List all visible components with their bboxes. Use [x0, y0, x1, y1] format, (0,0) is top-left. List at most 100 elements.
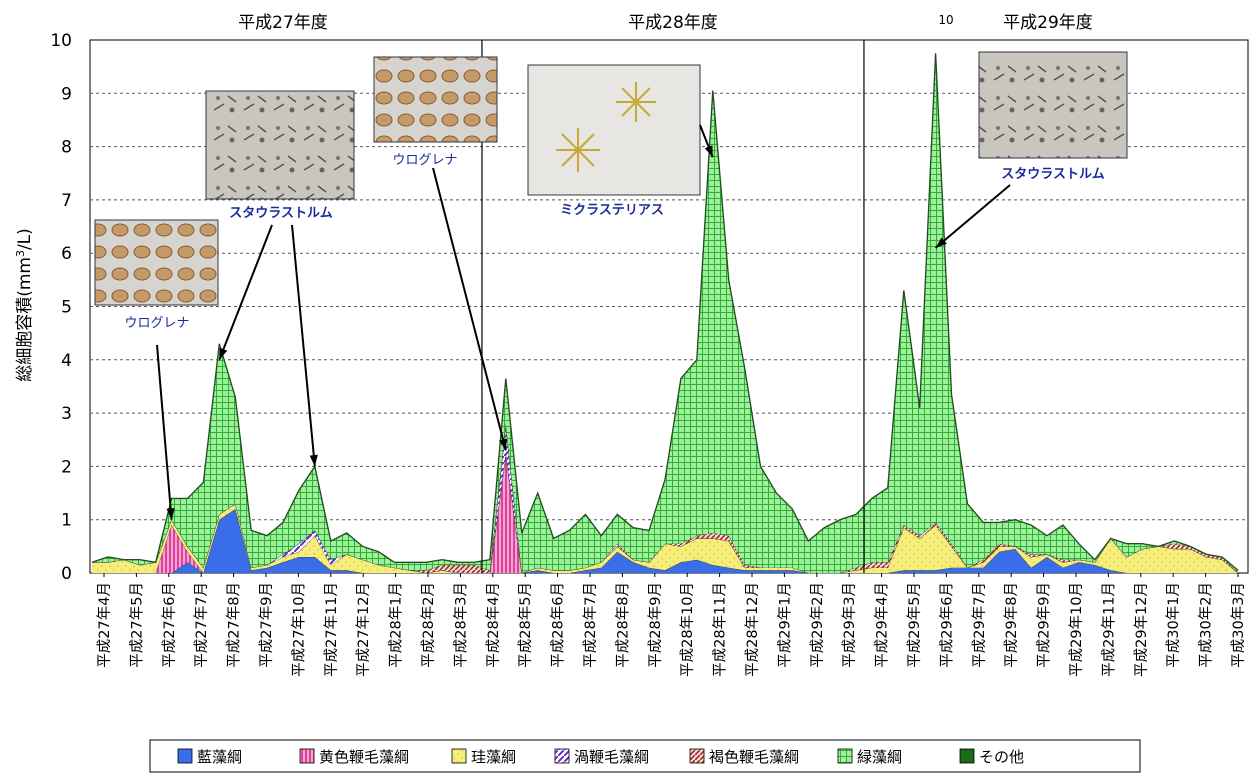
- y-axis-title-main: 総細胞容積(mm: [15, 257, 35, 382]
- micrograph-micrasterias: [527, 64, 701, 196]
- x-tick-label-5: 平成27年9月: [258, 582, 275, 668]
- x-tick-label-0: 平成27年4月: [96, 582, 113, 668]
- x-tick-label-15: 平成28年7月: [582, 582, 599, 668]
- legend-swatch-1: [299, 748, 315, 764]
- x-tick-label-30: 平成29年10月: [1068, 582, 1085, 677]
- annotation-label-urogrena-1: ウログレナ: [124, 316, 189, 331]
- annotation-labels: ウログレナ スタウラストルム ウログレナ ミクラステリアス スタウラストルム: [124, 153, 1104, 331]
- micrograph-staurastrum-1: [205, 90, 355, 200]
- annotation-arrowhead-5: [935, 237, 947, 248]
- stacked-areas: [91, 53, 1239, 574]
- annotation-label-staurastrum-1: スタウラストルム: [229, 206, 332, 221]
- annotation-label-micrasterias: ミクラステリアス: [560, 203, 664, 218]
- y-axis-title-sup: 3: [14, 250, 27, 257]
- y-tick-label-9: 9: [61, 84, 72, 104]
- x-tick-label-1: 平成27年5月: [128, 582, 145, 668]
- annotation-arrow-5: [934, 184, 1011, 249]
- x-tick-label-12: 平成28年4月: [485, 582, 502, 668]
- x-tick-label-33: 平成30年1月: [1165, 582, 1182, 668]
- legend-label-2: 珪藻綱: [471, 748, 516, 766]
- annotation-arrowhead-0: [166, 508, 175, 520]
- annotation-label-urogrena-2: ウログレナ: [392, 153, 457, 168]
- x-tick-label-32: 平成29年12月: [1133, 582, 1150, 677]
- annotation-arrows: [156, 124, 1011, 520]
- x-tick-label-34: 平成30年2月: [1198, 582, 1215, 668]
- legend-swatch-4: [689, 748, 705, 764]
- area-series-0: [92, 509, 1238, 573]
- annotation-arrow-3: [432, 167, 507, 451]
- fiscal-year-label-27: 平成27年度: [238, 13, 328, 33]
- annotation-arrowhead-1: [219, 347, 228, 360]
- legend-label-4: 褐色鞭毛藻綱: [709, 748, 799, 766]
- x-tick-label-11: 平成28年3月: [452, 582, 469, 668]
- x-tick-label-19: 平成28年11月: [712, 582, 729, 677]
- area-outline-series-6: [91, 53, 1239, 571]
- annotation-label-staurastrum-2: スタウラストルム: [1001, 167, 1104, 182]
- x-tick-label-31: 平成29年11月: [1100, 582, 1117, 677]
- x-tick-label-25: 平成29年5月: [906, 582, 923, 668]
- area-series-2: [92, 453, 1238, 573]
- peak-value-label: 10: [938, 13, 953, 27]
- y-tick-label-4: 4: [61, 351, 72, 371]
- x-tick-label-29: 平成29年9月: [1036, 582, 1053, 668]
- y-tick-label-6: 6: [61, 244, 72, 264]
- fiscal-year-labels: 平成27年度 平成28年度 平成29年度 10: [238, 13, 1093, 33]
- legend-swatch-2: [451, 748, 467, 764]
- x-tick-label-2: 平成27年6月: [161, 582, 178, 668]
- legend-box: [149, 739, 1141, 773]
- micrograph-staurastrum-2: [978, 51, 1128, 159]
- x-tick-label-27: 平成29年7月: [971, 582, 988, 668]
- micrasterias-cell-a: [556, 128, 600, 172]
- y-tick-label-5: 5: [61, 298, 72, 318]
- y-tick-label-7: 7: [61, 191, 72, 211]
- x-tick-label-24: 平成29年4月: [874, 582, 891, 668]
- annotation-arrowhead-4: [704, 145, 713, 158]
- x-tick-label-10: 平成28年2月: [420, 582, 437, 668]
- x-tick-label-16: 平成28年8月: [614, 582, 631, 668]
- annotation-arrow-2: [291, 224, 316, 467]
- micrograph-insets: [94, 51, 1128, 306]
- fiscal-year-label-28: 平成28年度: [628, 13, 718, 33]
- y-tick-label-0: 0: [61, 564, 72, 584]
- x-tick-label-6: 平成27年10月: [290, 582, 307, 677]
- y-tick-label-1: 1: [61, 511, 72, 531]
- x-tick-label-22: 平成29年2月: [809, 582, 826, 668]
- annotation-arrow-1: [218, 224, 273, 361]
- x-tick-label-20: 平成28年12月: [744, 582, 761, 677]
- micrograph-urogrena-2: [373, 56, 498, 143]
- y-axis: 0 1 2 3 4 5 6 7 8 9 10: [50, 31, 72, 584]
- x-axis: 平成27年4月 平成27年5月 平成27年6月 平成27年7月 平成27年8月 平成27年…: [96, 573, 1247, 677]
- annotation-arrowhead-3: [499, 438, 508, 451]
- x-tick-label-13: 平成28年5月: [517, 582, 534, 668]
- legend-label-1: 黄色鞭毛藻綱: [319, 748, 409, 766]
- x-tick-label-35: 平成30年3月: [1230, 582, 1247, 668]
- legend-label-5: 緑藻綱: [857, 748, 902, 766]
- x-tick-label-28: 平成29年8月: [1003, 582, 1020, 668]
- y-tick-label-10: 10: [50, 31, 72, 51]
- legend-label-6: その他: [979, 748, 1024, 766]
- x-tick-label-7: 平成27年11月: [323, 582, 340, 677]
- x-tick-label-26: 平成29年6月: [938, 582, 955, 668]
- area-series-5: [92, 53, 1238, 574]
- annotation-arrowhead-2: [309, 454, 318, 467]
- legend-label-0: 藍藻綱: [197, 748, 242, 766]
- micrograph-urogrena-1: [94, 219, 219, 306]
- y-tick-label-2: 2: [61, 457, 72, 477]
- y-axis-title: 総細胞容積(mm3/L): [14, 228, 35, 382]
- x-tick-label-23: 平成29年3月: [841, 582, 858, 668]
- y-tick-label-8: 8: [61, 138, 72, 158]
- annotation-arrow-0: [156, 344, 173, 520]
- x-tick-label-8: 平成27年12月: [355, 582, 372, 677]
- x-tick-label-14: 平成28年6月: [550, 582, 567, 668]
- x-tick-label-4: 平成27年8月: [226, 582, 243, 668]
- y-axis-title-tail: /L): [15, 228, 35, 250]
- x-tick-label-18: 平成28年10月: [679, 582, 696, 677]
- x-tick-label-17: 平成28年9月: [647, 582, 664, 668]
- legend-swatch-0: [177, 748, 193, 764]
- legend-label-3: 渦鞭毛藻綱: [574, 748, 649, 766]
- legend-swatch-5: [837, 748, 853, 764]
- y-tick-label-3: 3: [61, 404, 72, 424]
- x-tick-label-9: 平成28年1月: [388, 582, 405, 668]
- micrasterias-cell-b: [616, 82, 656, 122]
